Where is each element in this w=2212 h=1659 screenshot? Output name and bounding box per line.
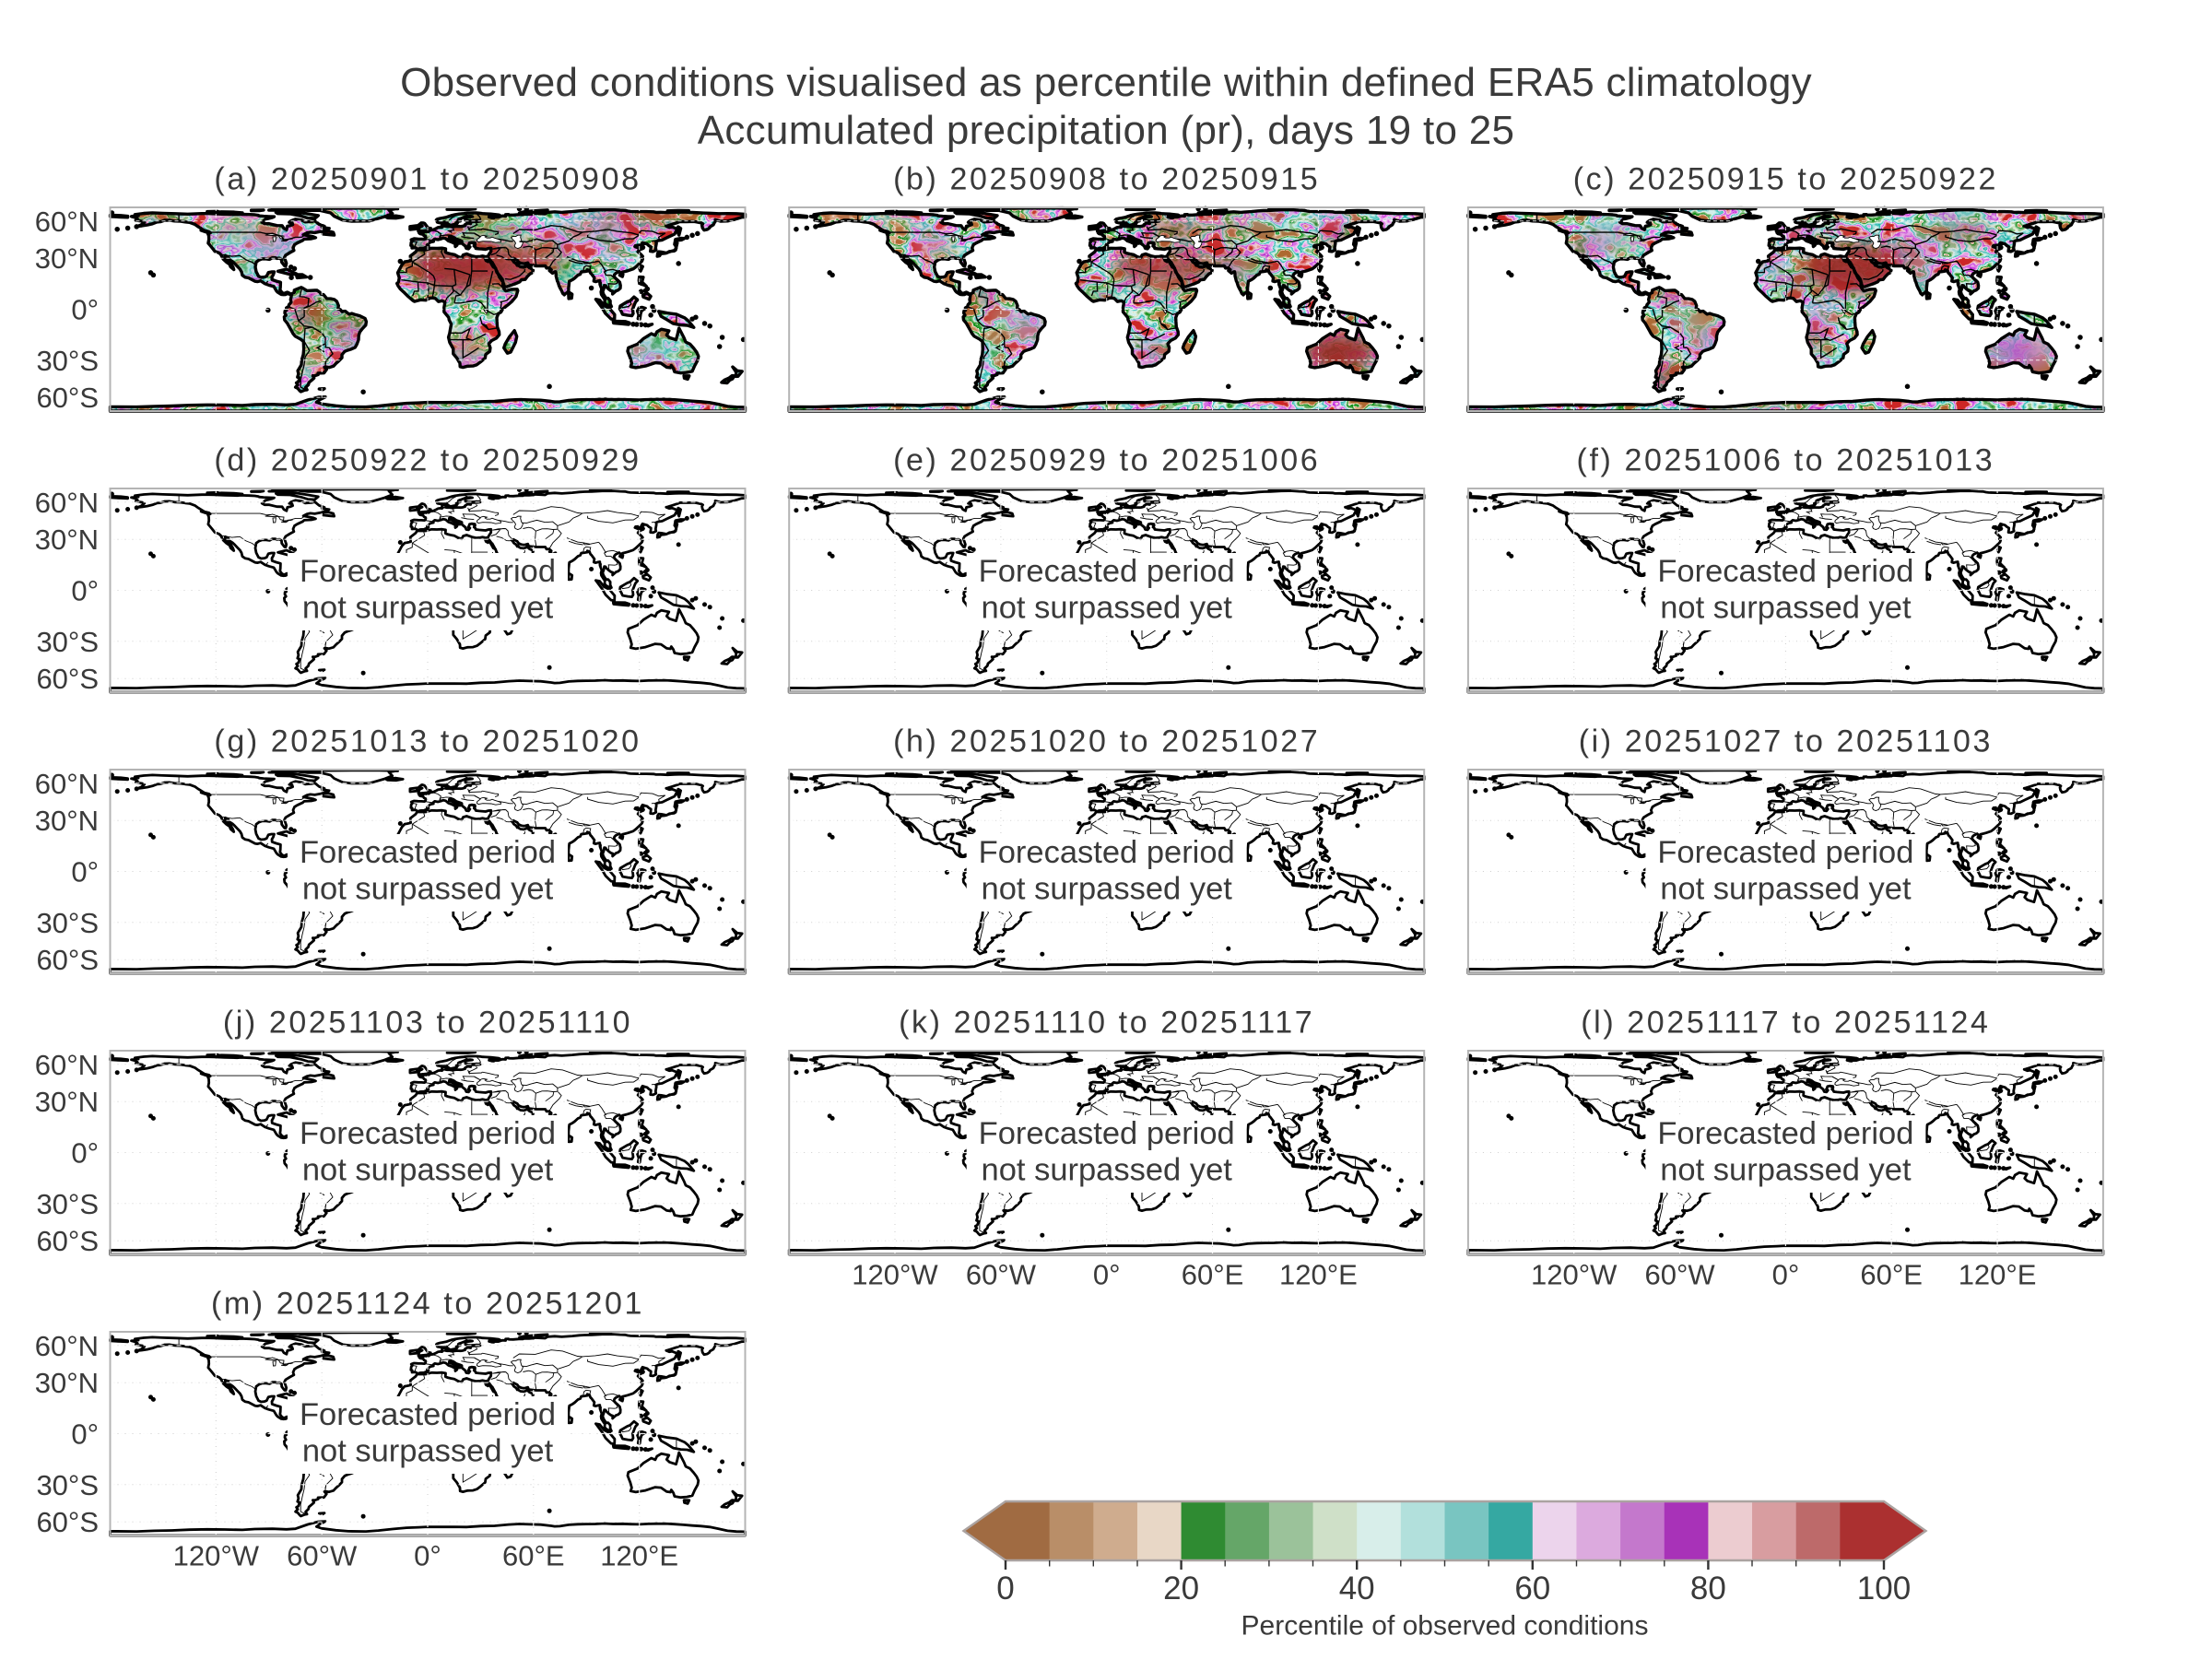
svg-text:40: 40 [1339, 1571, 1375, 1606]
svg-text:Observed conditions visualised: Observed conditions visualised as percen… [400, 60, 1812, 105]
svg-text:120°E: 120°E [600, 1540, 678, 1572]
svg-text:20: 20 [1163, 1571, 1199, 1606]
svg-text:0°: 0° [71, 575, 99, 607]
svg-text:(g) 20251013 to 20251020: (g) 20251013 to 20251020 [214, 724, 641, 759]
svg-text:120°W: 120°W [173, 1540, 260, 1572]
svg-text:0°: 0° [71, 294, 99, 326]
svg-text:30°N: 30°N [35, 242, 99, 275]
svg-text:120°W: 120°W [852, 1259, 938, 1291]
svg-text:120°W: 120°W [1531, 1259, 1618, 1291]
svg-text:80: 80 [1690, 1571, 1726, 1606]
svg-text:60°N: 60°N [35, 206, 99, 238]
svg-text:30°N: 30°N [35, 1367, 99, 1399]
svg-text:30°S: 30°S [36, 1188, 99, 1220]
svg-text:120°E: 120°E [1279, 1259, 1358, 1291]
svg-text:30°N: 30°N [35, 805, 99, 837]
svg-text:0°: 0° [71, 1137, 99, 1170]
svg-text:(c) 20250915 to 20250922: (c) 20250915 to 20250922 [1573, 161, 1998, 196]
svg-text:60°W: 60°W [1645, 1259, 1716, 1291]
svg-text:30°S: 30°S [36, 1469, 99, 1501]
svg-text:(a) 20250901 to 20250908: (a) 20250901 to 20250908 [214, 161, 641, 196]
svg-text:0°: 0° [1772, 1259, 1800, 1291]
svg-text:(b) 20250908 to 20250915: (b) 20250908 to 20250915 [893, 161, 1320, 196]
svg-text:0°: 0° [71, 1418, 99, 1451]
svg-text:(i) 20251027 to 20251103: (i) 20251027 to 20251103 [1579, 724, 1993, 759]
svg-text:Accumulated precipitation (pr): Accumulated precipitation (pr), days 19 … [698, 108, 1515, 153]
svg-text:60: 60 [1514, 1571, 1550, 1606]
svg-text:30°S: 30°S [36, 626, 99, 658]
svg-text:60°E: 60°E [502, 1540, 565, 1572]
svg-text:60°N: 60°N [35, 768, 99, 800]
svg-text:30°N: 30°N [35, 524, 99, 556]
svg-text:(k) 20251110 to 20251117: (k) 20251110 to 20251117 [899, 1005, 1314, 1040]
svg-text:30°S: 30°S [36, 907, 99, 939]
svg-text:60°N: 60°N [35, 487, 99, 519]
svg-text:60°W: 60°W [287, 1540, 358, 1572]
svg-text:60°S: 60°S [36, 382, 99, 414]
svg-text:60°S: 60°S [36, 663, 99, 695]
svg-text:0°: 0° [1093, 1259, 1121, 1291]
svg-text:(h) 20251020 to 20251027: (h) 20251020 to 20251027 [893, 724, 1320, 759]
svg-text:60°N: 60°N [35, 1049, 99, 1081]
svg-text:(j) 20251103 to 20251110: (j) 20251103 to 20251110 [223, 1005, 632, 1040]
svg-text:60°S: 60°S [36, 944, 99, 976]
svg-text:(l) 20251117 to 20251124: (l) 20251117 to 20251124 [1581, 1005, 1990, 1040]
svg-text:60°N: 60°N [35, 1330, 99, 1362]
svg-text:60°E: 60°E [1860, 1259, 1923, 1291]
svg-text:30°S: 30°S [36, 345, 99, 377]
svg-text:(m) 20251124 to 20251201: (m) 20251124 to 20251201 [211, 1286, 644, 1321]
svg-text:(d) 20250922 to 20250929: (d) 20250922 to 20250929 [214, 442, 641, 477]
svg-text:0: 0 [996, 1571, 1014, 1606]
svg-text:60°E: 60°E [1182, 1259, 1244, 1291]
svg-text:Percentile of observed conditi: Percentile of observed conditions [1241, 1611, 1649, 1641]
svg-text:(e) 20250929 to 20251006: (e) 20250929 to 20251006 [893, 442, 1320, 477]
svg-text:60°S: 60°S [36, 1225, 99, 1257]
svg-text:0°: 0° [71, 856, 99, 888]
svg-text:60°W: 60°W [966, 1259, 1037, 1291]
svg-text:0°: 0° [414, 1540, 441, 1572]
svg-text:120°E: 120°E [1959, 1259, 2037, 1291]
svg-text:100: 100 [1857, 1571, 1911, 1606]
svg-text:60°S: 60°S [36, 1506, 99, 1538]
svg-text:30°N: 30°N [35, 1086, 99, 1118]
svg-text:(f) 20251006 to 20251013: (f) 20251006 to 20251013 [1577, 442, 1995, 477]
